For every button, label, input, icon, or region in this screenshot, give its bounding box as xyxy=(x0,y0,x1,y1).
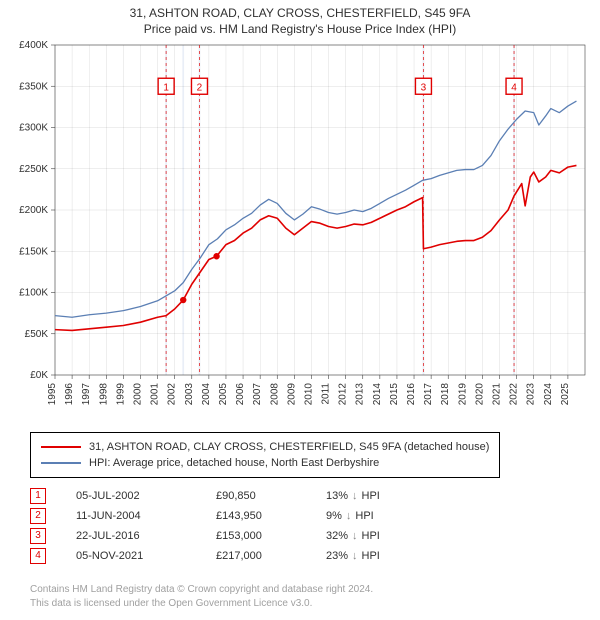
row-diff: 13%↓HPI xyxy=(326,490,380,502)
svg-text:£400K: £400K xyxy=(19,40,48,51)
svg-text:2001: 2001 xyxy=(150,383,161,406)
table-row: 3 22-JUL-2016£153,00032%↓HPI xyxy=(30,526,380,546)
row-price: £217,000 xyxy=(216,550,326,562)
row-marker: 1 xyxy=(30,488,46,504)
svg-text:1: 1 xyxy=(163,82,169,93)
svg-text:3: 3 xyxy=(421,82,427,93)
footer-attribution: Contains HM Land Registry data © Crown c… xyxy=(30,583,373,610)
svg-text:4: 4 xyxy=(511,82,517,93)
svg-text:£0K: £0K xyxy=(30,370,48,381)
svg-text:1996: 1996 xyxy=(64,383,75,406)
svg-text:£200K: £200K xyxy=(19,205,48,216)
row-date: 05-JUL-2002 xyxy=(76,490,216,502)
row-price: £90,850 xyxy=(216,490,326,502)
row-diff: 9%↓HPI xyxy=(326,510,374,522)
arrow-down-icon: ↓ xyxy=(352,490,358,502)
table-row: 4 05-NOV-2021£217,00023%↓HPI xyxy=(30,546,380,566)
svg-text:2012: 2012 xyxy=(338,383,349,406)
svg-text:2022: 2022 xyxy=(509,383,520,406)
svg-text:2000: 2000 xyxy=(132,383,143,406)
page-title: 31, ASHTON ROAD, CLAY CROSS, CHESTERFIEL… xyxy=(0,0,600,20)
row-price: £143,950 xyxy=(216,510,326,522)
row-diff: 23%↓HPI xyxy=(326,550,380,562)
svg-text:1999: 1999 xyxy=(115,383,126,406)
footer-line1: Contains HM Land Registry data © Crown c… xyxy=(30,583,373,597)
row-marker: 2 xyxy=(30,508,46,524)
svg-text:2006: 2006 xyxy=(235,383,246,406)
svg-text:2004: 2004 xyxy=(201,383,212,406)
svg-text:2003: 2003 xyxy=(184,383,195,406)
svg-text:1995: 1995 xyxy=(47,383,58,406)
page-subtitle: Price paid vs. HM Land Registry's House … xyxy=(0,20,600,36)
svg-text:£350K: £350K xyxy=(19,81,48,92)
svg-text:2: 2 xyxy=(197,82,203,93)
svg-text:2024: 2024 xyxy=(543,383,554,406)
svg-text:1997: 1997 xyxy=(81,383,92,406)
table-row: 2 11-JUN-2004£143,9509%↓HPI xyxy=(30,506,380,526)
row-marker: 4 xyxy=(30,548,46,564)
svg-text:2025: 2025 xyxy=(560,383,571,406)
arrow-down-icon: ↓ xyxy=(352,530,358,542)
svg-text:2015: 2015 xyxy=(389,383,400,406)
svg-text:2011: 2011 xyxy=(321,383,332,405)
svg-text:£250K: £250K xyxy=(19,164,48,175)
svg-text:2014: 2014 xyxy=(372,383,383,406)
svg-text:2023: 2023 xyxy=(526,383,537,406)
svg-text:2017: 2017 xyxy=(423,383,434,406)
row-diff: 32%↓HPI xyxy=(326,530,380,542)
svg-text:2021: 2021 xyxy=(492,383,503,406)
svg-text:2009: 2009 xyxy=(286,383,297,406)
row-marker: 3 xyxy=(30,528,46,544)
legend-item: 31, ASHTON ROAD, CLAY CROSS, CHESTERFIEL… xyxy=(41,439,489,455)
svg-text:2018: 2018 xyxy=(440,383,451,406)
row-price: £153,000 xyxy=(216,530,326,542)
svg-text:2020: 2020 xyxy=(474,383,485,406)
legend-swatch xyxy=(41,446,81,448)
svg-text:2005: 2005 xyxy=(218,383,229,406)
legend-swatch xyxy=(41,462,81,464)
svg-text:£50K: £50K xyxy=(25,329,49,340)
svg-text:2016: 2016 xyxy=(406,383,417,406)
row-date: 22-JUL-2016 xyxy=(76,530,216,542)
table-row: 1 05-JUL-2002£90,85013%↓HPI xyxy=(30,486,380,506)
svg-text:2013: 2013 xyxy=(355,383,366,406)
arrow-down-icon: ↓ xyxy=(346,510,352,522)
svg-text:£100K: £100K xyxy=(19,288,48,299)
svg-text:2019: 2019 xyxy=(457,383,468,406)
row-date: 05-NOV-2021 xyxy=(76,550,216,562)
svg-text:£300K: £300K xyxy=(19,123,48,134)
row-date: 11-JUN-2004 xyxy=(76,510,216,522)
legend-label: HPI: Average price, detached house, Nort… xyxy=(89,457,379,469)
footer-line2: This data is licensed under the Open Gov… xyxy=(30,597,373,611)
svg-text:2002: 2002 xyxy=(167,383,178,406)
arrow-down-icon: ↓ xyxy=(352,550,358,562)
svg-text:2007: 2007 xyxy=(252,383,263,406)
price-chart: £0K £50K £100K £150K £200K £250K £300K £350K £40… xyxy=(0,40,600,420)
legend: 31, ASHTON ROAD, CLAY CROSS, CHESTERFIEL… xyxy=(30,432,500,478)
svg-text:£150K: £150K xyxy=(19,246,48,257)
transaction-table: 1 05-JUL-2002£90,85013%↓HPI 2 11-JUN-2004£1… xyxy=(30,486,380,566)
svg-text:1998: 1998 xyxy=(98,383,109,406)
legend-item: HPI: Average price, detached house, Nort… xyxy=(41,455,489,471)
svg-text:2010: 2010 xyxy=(303,383,314,406)
legend-label: 31, ASHTON ROAD, CLAY CROSS, CHESTERFIEL… xyxy=(89,441,489,453)
svg-text:2008: 2008 xyxy=(269,383,280,406)
